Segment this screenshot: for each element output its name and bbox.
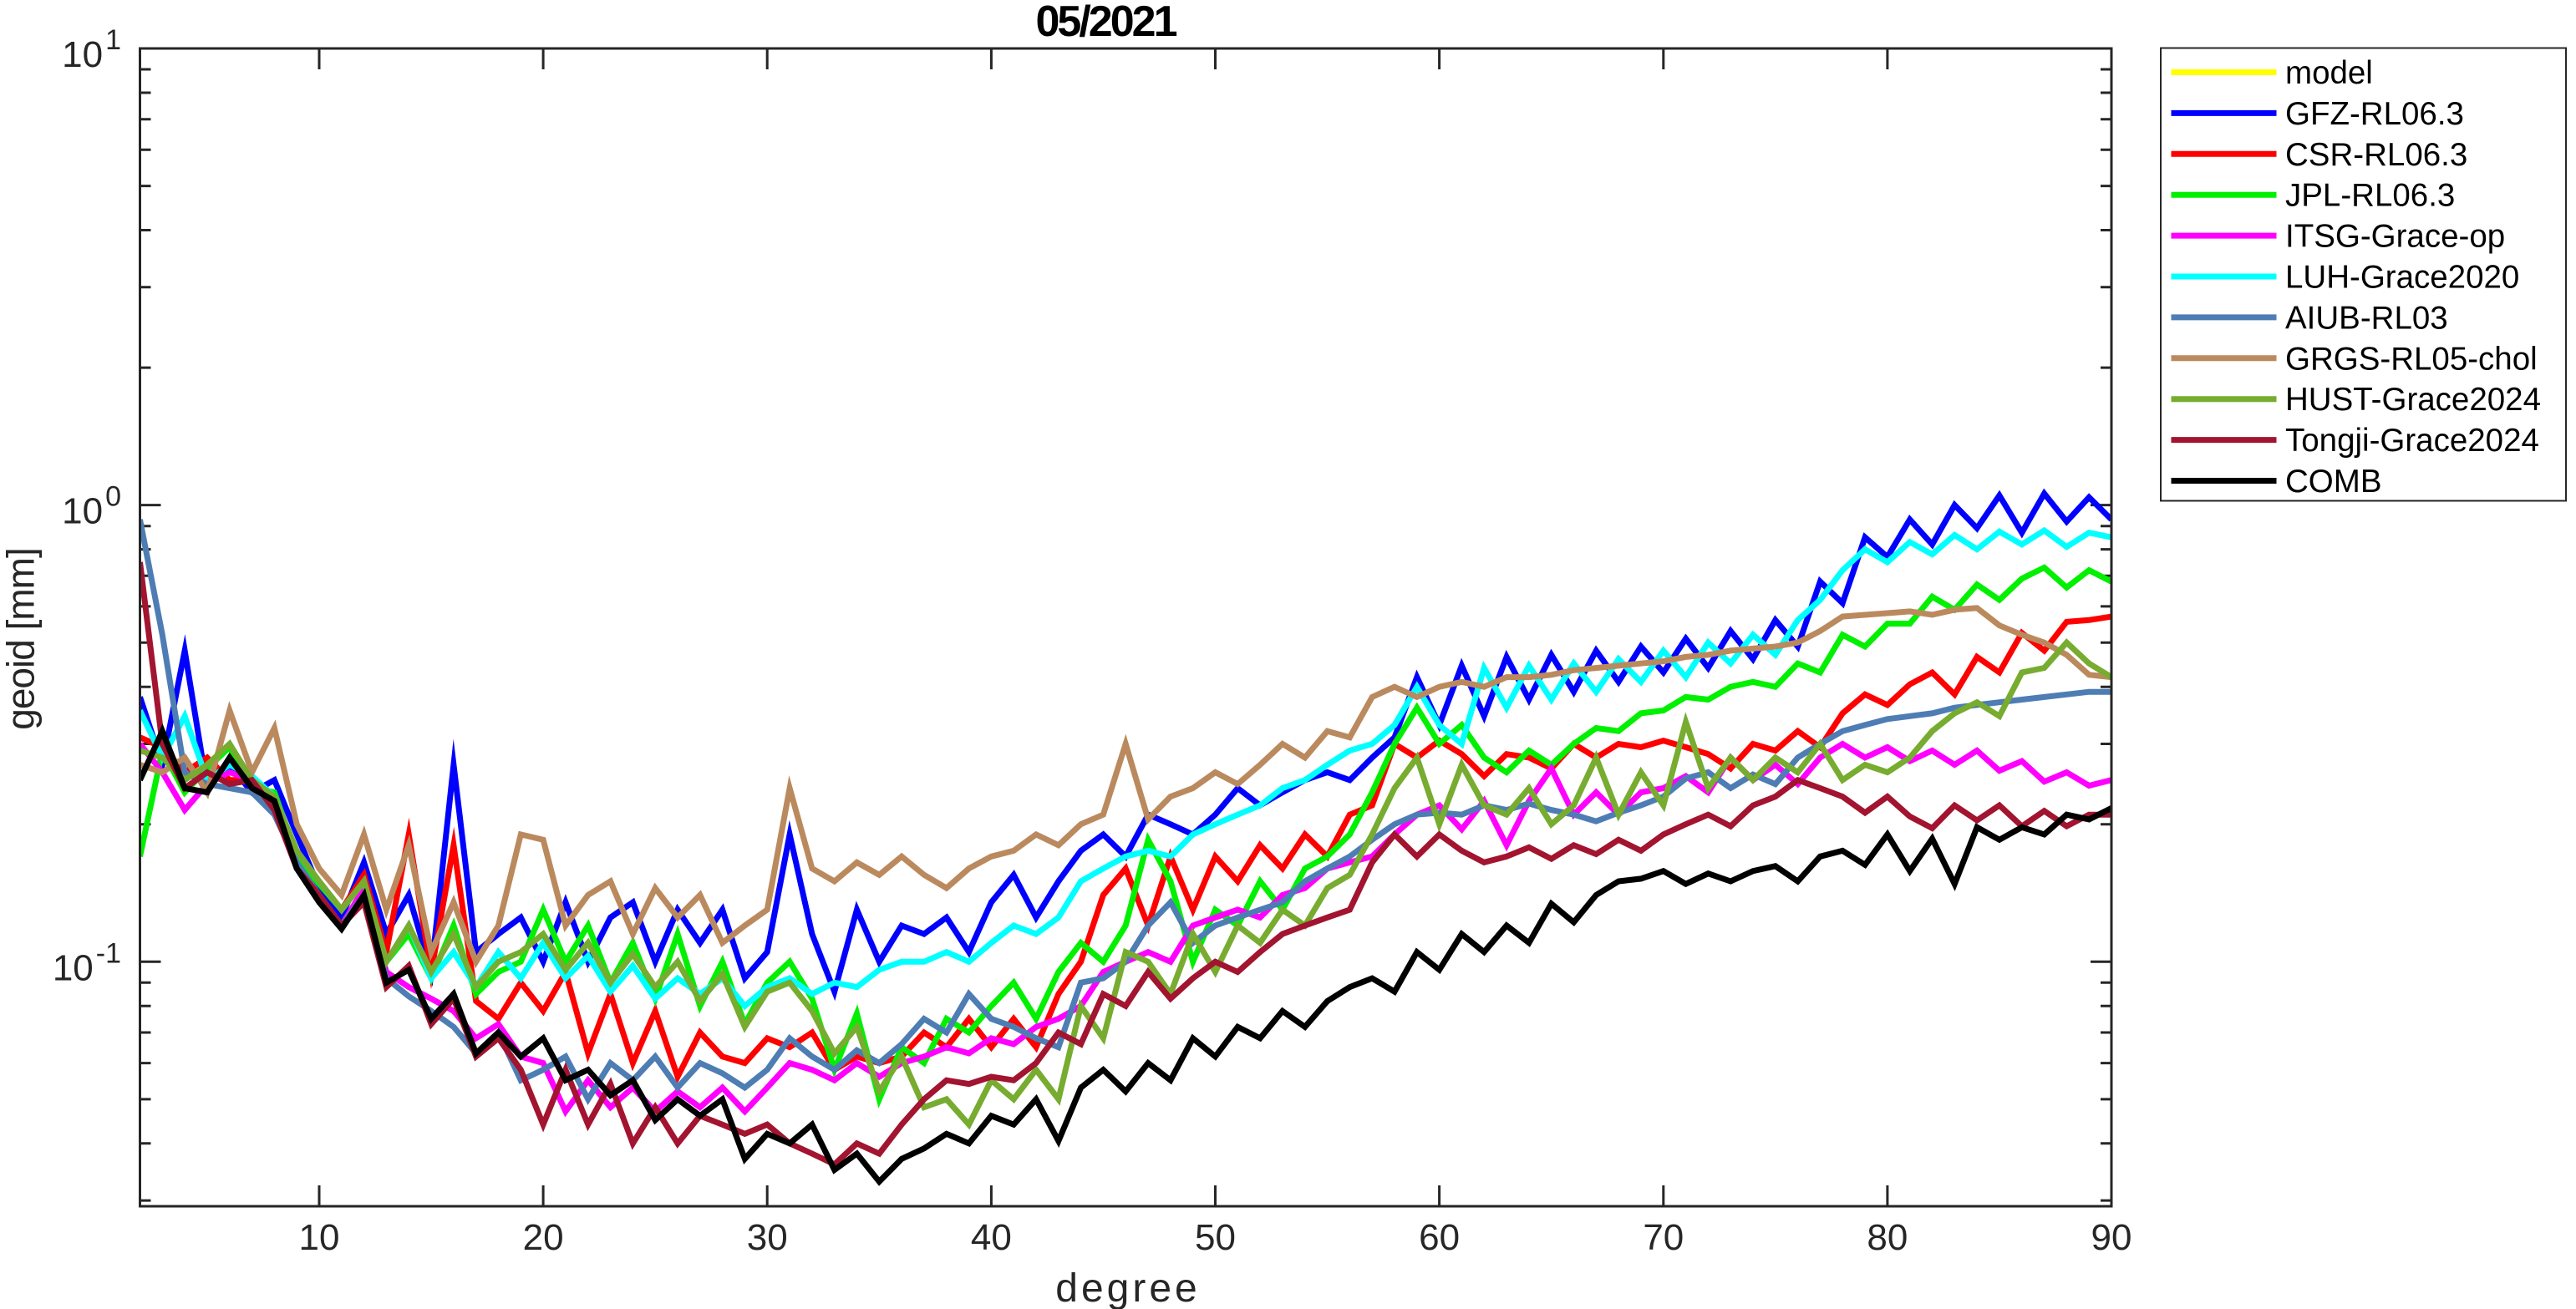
svg-text:Tongji-Grace2024: Tongji-Grace2024	[2285, 423, 2539, 459]
svg-text:GFZ-RL06.3: GFZ-RL06.3	[2285, 96, 2464, 132]
svg-text:60: 60	[1419, 1217, 1460, 1258]
svg-text:COMB: COMB	[2285, 464, 2382, 500]
svg-text:90: 90	[2091, 1217, 2132, 1258]
svg-text:JPL-RL06.3: JPL-RL06.3	[2285, 178, 2455, 214]
svg-text:30: 30	[747, 1217, 788, 1258]
svg-text:ITSG-Grace-op: ITSG-Grace-op	[2285, 219, 2505, 255]
svg-text:AIUB-RL03: AIUB-RL03	[2285, 300, 2448, 336]
svg-text:50: 50	[1195, 1217, 1236, 1258]
svg-text:80: 80	[1867, 1217, 1908, 1258]
svg-text:LUH-Grace2020: LUH-Grace2020	[2285, 260, 2519, 296]
svg-text:40: 40	[971, 1217, 1012, 1258]
svg-text:05/2021: 05/2021	[1036, 0, 1177, 46]
svg-text:HUST-Grace2024: HUST-Grace2024	[2285, 382, 2541, 418]
svg-text:GRGS-RL05-chol: GRGS-RL05-chol	[2285, 341, 2538, 377]
svg-text:10: 10	[299, 1217, 340, 1258]
svg-text:CSR-RL06.3: CSR-RL06.3	[2285, 137, 2467, 173]
svg-text:70: 70	[1643, 1217, 1684, 1258]
svg-text:degree: degree	[1055, 1266, 1200, 1309]
svg-text:model: model	[2285, 55, 2373, 91]
svg-text:geoid [mm]: geoid [mm]	[0, 548, 43, 730]
svg-text:20: 20	[523, 1217, 564, 1258]
